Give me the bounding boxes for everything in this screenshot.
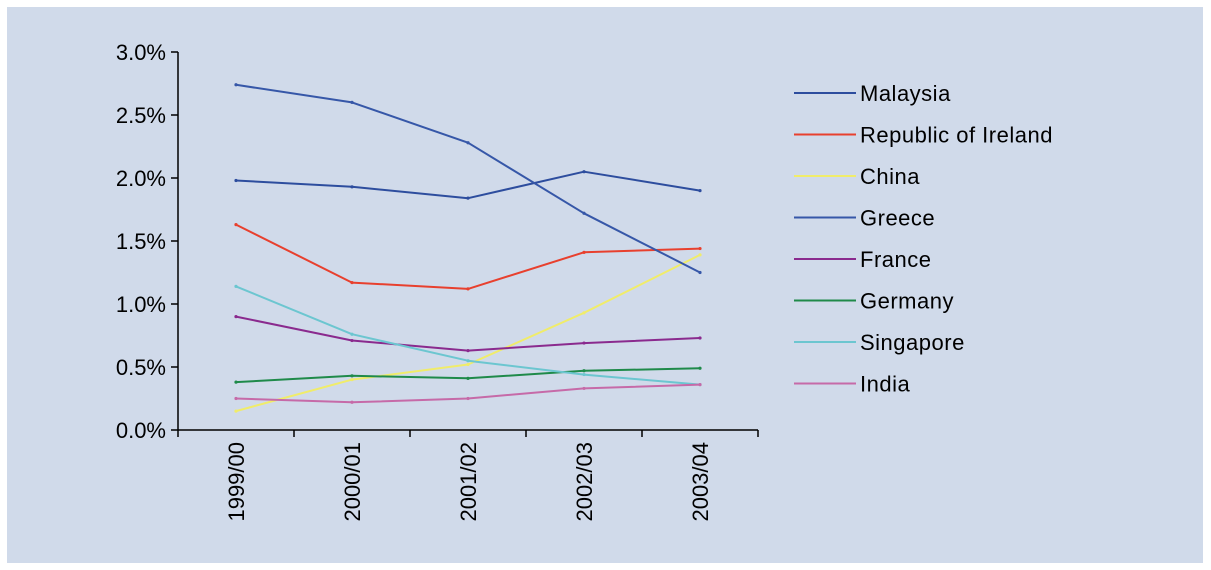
- data-point: [582, 170, 586, 174]
- data-point: [234, 178, 238, 183]
- series-line: [235, 315, 701, 352]
- legend-label: Greece: [860, 206, 935, 231]
- data-point: [350, 185, 354, 189]
- data-point: [350, 280, 354, 285]
- series-line: [235, 367, 701, 384]
- x-tick-label: 2002/03: [572, 442, 597, 522]
- data-point: [466, 196, 470, 200]
- data-point: [466, 349, 470, 353]
- legend-label: Germany: [860, 289, 954, 314]
- legend-label: India: [860, 372, 910, 397]
- data-point: [234, 83, 238, 87]
- data-point: [350, 374, 354, 378]
- data-point: [698, 189, 702, 193]
- data-point: [350, 400, 354, 404]
- y-tick-label: 1.5%: [116, 229, 166, 254]
- y-tick-label: 2.5%: [116, 103, 166, 128]
- data-point: [582, 211, 586, 215]
- legend-label: France: [860, 247, 931, 272]
- y-tick-label: 2.0%: [116, 166, 166, 191]
- series-line: [235, 223, 701, 290]
- data-point: [582, 341, 586, 345]
- data-point: [582, 250, 586, 254]
- legend-label: Malaysia: [860, 81, 951, 106]
- x-tick-label: 2001/02: [456, 442, 481, 522]
- data-point: [698, 383, 702, 387]
- x-tick-label: 2003/04: [688, 442, 713, 522]
- data-point: [466, 287, 470, 291]
- data-point: [350, 378, 354, 382]
- data-point: [234, 223, 238, 227]
- legend-label: Republic of Ireland: [860, 123, 1053, 148]
- data-point: [234, 396, 238, 401]
- data-point: [234, 284, 238, 288]
- data-point: [234, 409, 238, 413]
- data-point: [350, 332, 354, 336]
- legend-label: Singapore: [860, 330, 965, 355]
- y-tick-label: 0.5%: [116, 355, 166, 380]
- data-point: [466, 396, 470, 401]
- data-point: [234, 380, 238, 384]
- y-tick-label: 1.0%: [116, 292, 166, 317]
- series-line: [235, 170, 701, 200]
- data-point: [234, 315, 238, 319]
- data-point: [698, 246, 702, 251]
- chart-background: [7, 7, 1203, 563]
- data-point: [698, 253, 702, 257]
- x-tick-label: 2000/01: [340, 442, 365, 522]
- x-tick-label: 1999/00: [224, 442, 249, 522]
- data-point: [350, 100, 354, 104]
- data-point: [698, 336, 702, 340]
- y-tick-label: 3.0%: [116, 40, 166, 65]
- data-point: [466, 376, 470, 380]
- data-point: [582, 386, 586, 391]
- data-point: [466, 362, 470, 367]
- data-point: [582, 311, 586, 315]
- data-point: [582, 369, 586, 373]
- data-point: [466, 141, 470, 145]
- data-point: [582, 372, 586, 377]
- y-tick-label: 0.0%: [116, 418, 166, 443]
- legend-label: China: [860, 164, 920, 189]
- data-point: [350, 338, 354, 343]
- data-point: [698, 366, 702, 370]
- data-point: [698, 270, 702, 275]
- data-point: [466, 359, 470, 363]
